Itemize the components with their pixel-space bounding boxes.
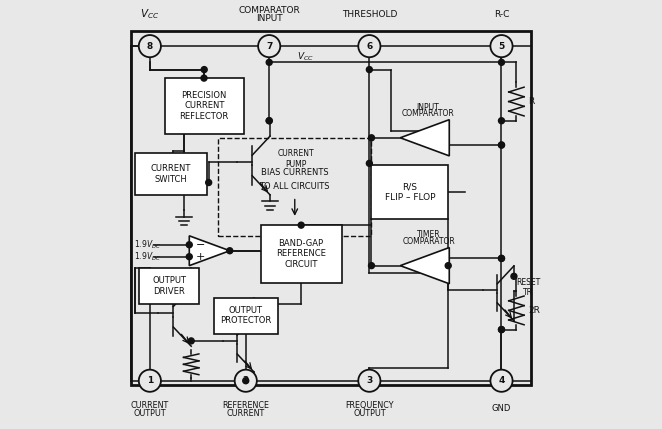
Text: OUTPUT
PROTECTOR: OUTPUT PROTECTOR xyxy=(220,306,271,326)
Text: REFERENCE: REFERENCE xyxy=(222,401,269,410)
Circle shape xyxy=(446,263,451,269)
Circle shape xyxy=(201,75,207,81)
Circle shape xyxy=(139,35,161,57)
Circle shape xyxy=(358,35,381,57)
Text: OUTPUT: OUTPUT xyxy=(353,409,386,418)
FancyBboxPatch shape xyxy=(371,166,448,219)
Circle shape xyxy=(498,118,504,124)
Text: FREQUENCY: FREQUENCY xyxy=(345,401,394,410)
Text: 1: 1 xyxy=(147,376,153,385)
Text: R: R xyxy=(528,97,535,106)
Circle shape xyxy=(139,370,161,392)
Text: 5: 5 xyxy=(498,42,504,51)
Circle shape xyxy=(298,222,304,228)
Text: 2: 2 xyxy=(243,376,249,385)
Circle shape xyxy=(188,338,194,344)
Circle shape xyxy=(498,326,504,332)
Circle shape xyxy=(366,66,372,73)
Text: OUTPUT: OUTPUT xyxy=(134,409,166,418)
Circle shape xyxy=(266,118,272,124)
Text: −: − xyxy=(195,240,205,250)
Circle shape xyxy=(243,378,249,384)
Text: 7: 7 xyxy=(266,42,272,51)
Text: COMPARATOR: COMPARATOR xyxy=(238,6,300,15)
Circle shape xyxy=(366,160,372,166)
Circle shape xyxy=(258,35,280,57)
Text: BIAS CURRENTS: BIAS CURRENTS xyxy=(261,168,328,177)
Text: TIMER: TIMER xyxy=(417,230,441,239)
Circle shape xyxy=(266,118,272,124)
Text: 6: 6 xyxy=(366,42,373,51)
Text: $V_{CC}$: $V_{CC}$ xyxy=(140,7,160,21)
Text: COMPARATOR: COMPARATOR xyxy=(401,109,454,118)
Text: 8: 8 xyxy=(147,42,153,51)
Text: RESET
TR: RESET TR xyxy=(516,278,541,297)
Circle shape xyxy=(511,273,517,279)
FancyBboxPatch shape xyxy=(261,225,342,283)
Circle shape xyxy=(206,180,212,185)
FancyBboxPatch shape xyxy=(139,268,199,304)
Text: GND: GND xyxy=(492,404,511,413)
Text: CURRENT: CURRENT xyxy=(226,409,265,418)
Circle shape xyxy=(491,35,512,57)
Text: R/S
FLIP – FLOP: R/S FLIP – FLOP xyxy=(385,182,435,202)
FancyBboxPatch shape xyxy=(165,78,244,133)
Text: $1.9V_{DC}$: $1.9V_{DC}$ xyxy=(134,239,162,251)
Text: $1.9V_{DC}$: $1.9V_{DC}$ xyxy=(134,251,162,263)
Circle shape xyxy=(498,142,504,148)
Text: TO ALL CIRCUITS: TO ALL CIRCUITS xyxy=(260,182,330,191)
Polygon shape xyxy=(189,236,230,266)
Circle shape xyxy=(498,59,504,65)
Polygon shape xyxy=(401,248,449,284)
Circle shape xyxy=(498,142,504,148)
Text: CURRENT
SWITCH: CURRENT SWITCH xyxy=(151,164,191,184)
Text: THRESHOLD: THRESHOLD xyxy=(342,10,397,19)
Circle shape xyxy=(227,248,233,254)
Text: 3: 3 xyxy=(366,376,373,385)
Text: PRECISION
CURRENT
REFLECTOR: PRECISION CURRENT REFLECTOR xyxy=(179,91,229,121)
Circle shape xyxy=(234,370,257,392)
Circle shape xyxy=(498,255,504,261)
Text: CURRENT
PUMP: CURRENT PUMP xyxy=(278,149,314,169)
Text: +: + xyxy=(195,252,205,262)
FancyBboxPatch shape xyxy=(135,153,207,195)
Text: CURRENT: CURRENT xyxy=(130,401,169,410)
Polygon shape xyxy=(401,120,449,156)
Circle shape xyxy=(186,242,192,248)
Text: OUTPUT
DRIVER: OUTPUT DRIVER xyxy=(152,276,186,296)
Text: 2R: 2R xyxy=(528,306,540,315)
Circle shape xyxy=(498,326,504,332)
Text: BAND-GAP
REFERENCE
CIRCUIT: BAND-GAP REFERENCE CIRCUIT xyxy=(276,239,326,269)
Text: INPUT: INPUT xyxy=(256,14,283,23)
Circle shape xyxy=(498,255,504,261)
Circle shape xyxy=(201,66,207,73)
Text: COMPARATOR: COMPARATOR xyxy=(402,237,455,246)
Circle shape xyxy=(266,59,272,65)
Text: 4: 4 xyxy=(498,376,504,385)
Circle shape xyxy=(186,254,192,260)
Text: INPUT: INPUT xyxy=(416,103,439,112)
Text: R-C: R-C xyxy=(494,10,509,19)
Circle shape xyxy=(369,135,375,141)
Circle shape xyxy=(358,370,381,392)
Circle shape xyxy=(491,370,512,392)
Circle shape xyxy=(369,263,375,269)
Text: $V_{CC}$: $V_{CC}$ xyxy=(297,51,314,63)
FancyBboxPatch shape xyxy=(214,298,278,334)
